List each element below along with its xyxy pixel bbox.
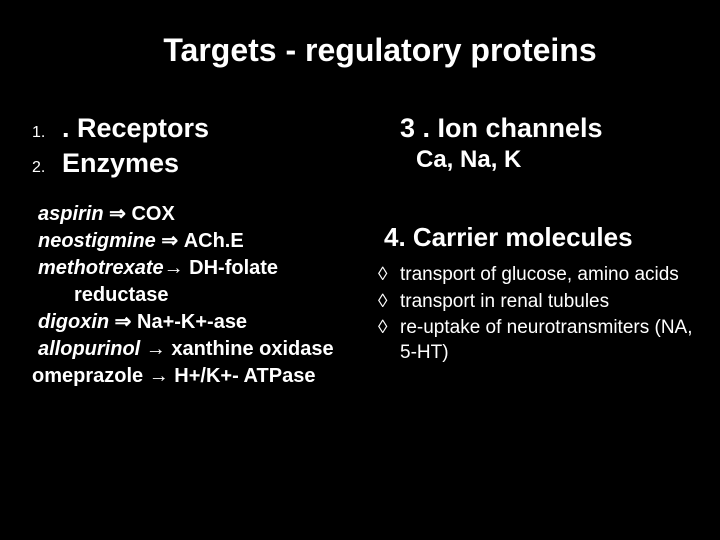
bullet-item: ◊ re-uptake of neurotransmiters (NA, 5-H… — [378, 316, 696, 365]
diamond-icon: ◊ — [378, 290, 400, 315]
enzyme-target: H+/K+- ATPase — [174, 365, 315, 387]
left-column: 1. . Receptors 2. Enzymes aspirin ⇒ COX … — [24, 113, 356, 390]
arrow-icon: → — [149, 365, 169, 387]
enzyme-target: ACh.E — [184, 230, 244, 252]
enzyme-row: allopurinol → xanthine oxidase — [38, 336, 356, 363]
enzyme-target: COX — [131, 203, 174, 225]
item-text: . Receptors — [62, 113, 209, 144]
drug-name: methotrexate — [38, 257, 164, 279]
enzyme-list: aspirin ⇒ COX neostigmine ⇒ ACh.E methot… — [32, 201, 356, 390]
diamond-icon: ◊ — [378, 263, 400, 288]
enzyme-row: neostigmine ⇒ ACh.E — [38, 228, 356, 255]
ion-channels-sub: Ca, Na, K — [416, 146, 696, 174]
carrier-heading: 4. Carrier molecules — [384, 222, 696, 253]
enzyme-row: methotrexate→ DH-folate — [38, 255, 356, 282]
drug-name: digoxin — [38, 311, 109, 333]
enzyme-row: digoxin ⇒ Na+-K+-ase — [38, 309, 356, 336]
bullet-text: transport in renal tubules — [400, 290, 696, 315]
drug-name: omeprazole — [32, 365, 143, 387]
enzyme-target: Na+-K+-ase — [137, 311, 247, 333]
numbered-item: 2. Enzymes — [32, 148, 356, 179]
item-text: Enzymes — [62, 148, 179, 179]
arrow-icon: → — [146, 338, 166, 360]
enzyme-target: DH-folate — [189, 257, 278, 279]
drug-name: allopurinol — [38, 338, 140, 360]
item-number: 1. — [32, 116, 62, 142]
item-number: 2. — [32, 151, 62, 177]
columns: 1. . Receptors 2. Enzymes aspirin ⇒ COX … — [24, 113, 696, 390]
numbered-item: 1. . Receptors — [32, 113, 356, 144]
enzyme-row: aspirin ⇒ COX — [38, 201, 356, 228]
ion-channels-heading: 3 . Ion channels — [400, 113, 696, 144]
arrow-icon: ⇒ — [115, 311, 132, 333]
enzyme-row-cont: reductase — [38, 282, 356, 309]
bullet-text: transport of glucose, amino acids — [400, 263, 696, 288]
enzyme-target: reductase — [74, 284, 169, 306]
carrier-bullets: ◊ transport of glucose, amino acids ◊ tr… — [372, 263, 696, 366]
arrow-icon: ⇒ — [161, 230, 178, 252]
bullet-text: re-uptake of neurotransmiters (NA, 5-HT) — [400, 316, 696, 365]
right-column: 3 . Ion channels Ca, Na, K 4. Carrier mo… — [364, 113, 696, 390]
enzyme-target: xanthine oxidase — [171, 338, 333, 360]
diamond-icon: ◊ — [378, 316, 400, 365]
bullet-item: ◊ transport in renal tubules — [378, 290, 696, 315]
slide: Targets - regulatory proteins 1. . Recep… — [0, 0, 720, 540]
drug-name: aspirin — [38, 203, 104, 225]
enzyme-row: omeprazole → H+/K+- ATPase — [32, 363, 356, 390]
drug-name: neostigmine — [38, 230, 156, 252]
bullet-item: ◊ transport of glucose, amino acids — [378, 263, 696, 288]
arrow-icon: ⇒ — [109, 203, 126, 225]
slide-title: Targets - regulatory proteins — [64, 32, 696, 69]
arrow-icon: → — [164, 257, 184, 279]
